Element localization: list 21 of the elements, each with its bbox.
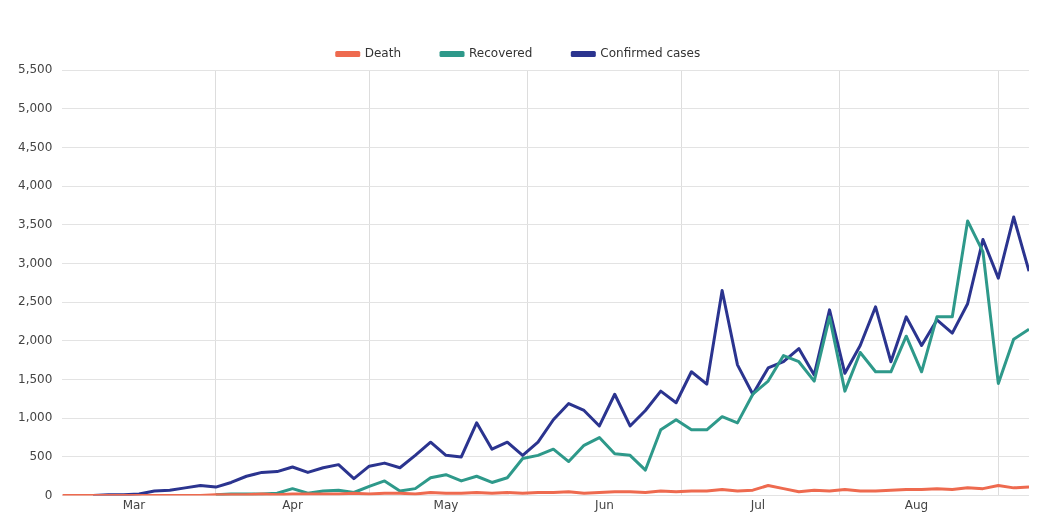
x-tick-label: Apr [282,497,303,512]
y-tick-label: 3,500 [17,216,53,231]
legend-label: Death [364,46,402,61]
y-tick-label: 2,500 [17,294,53,309]
x-tick-label: Jun [594,497,614,512]
y-tick-label: 2,000 [17,332,53,347]
y-tick-label: 3,000 [17,255,53,270]
y-tick-label: 4,000 [17,178,53,193]
y-tick-label: 4,500 [17,139,53,154]
y-tick-label: 500 [29,449,53,464]
y-tick-label: 0 [44,487,53,502]
x-tick-label: Aug [904,497,929,512]
y-tick-label: 1,000 [17,410,53,425]
y-tick-label: 5,000 [17,100,53,115]
y-tick-label: 1,500 [17,371,53,386]
x-tick-label: Mar [122,497,146,512]
legend-label: Recovered [469,46,533,61]
x-tick-label: Jul [749,497,766,512]
legend-label: Confirmed cases [600,46,701,61]
y-tick-label: 5,500 [17,62,53,77]
x-tick-label: May [433,497,459,512]
